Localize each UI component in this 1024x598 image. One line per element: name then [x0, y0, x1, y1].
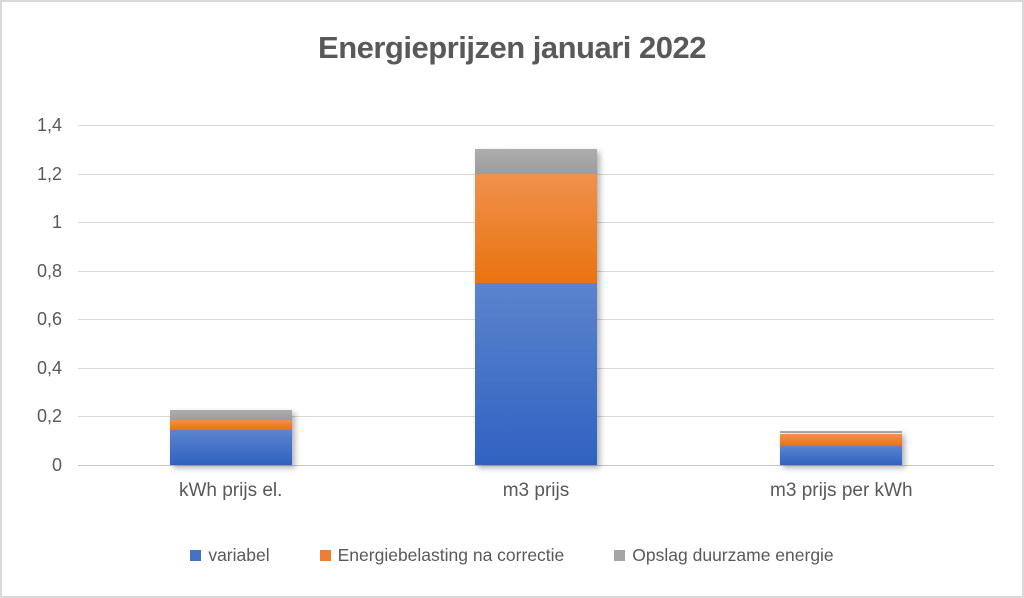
plot-area	[78, 125, 994, 466]
bar-segment-energiebelasting	[475, 173, 597, 283]
bar-stack	[475, 125, 597, 465]
legend-label: variabel	[208, 545, 270, 565]
y-tick-label: 0,6	[36, 309, 62, 330]
legend-item: variabel	[190, 545, 270, 566]
category-label: kWh prijs el.	[178, 480, 283, 501]
bar-segment-opslag	[475, 149, 597, 174]
y-tick-label: 1	[51, 212, 62, 233]
bar-segment-opslag	[780, 430, 903, 434]
bar-segment-energiebelasting	[780, 433, 903, 446]
category-label: m3 prijs	[502, 480, 570, 501]
y-tick-label: 0	[51, 455, 62, 475]
bar-segment-opslag	[169, 410, 292, 421]
legend-swatch-energiebelasting	[319, 550, 331, 561]
y-tick-label: 1,4	[36, 115, 62, 135]
chart-title: Energieprijzen januari 2022	[318, 30, 706, 65]
legend-swatch-opslag	[614, 550, 626, 561]
legend-label: Opslag duurzame energie	[632, 545, 834, 565]
bar-segment-variabel	[169, 429, 292, 465]
bar-stack	[780, 125, 903, 465]
y-tick-label: 1,2	[36, 163, 62, 184]
legend-item: Opslag duurzame energie	[614, 545, 834, 566]
legend-swatch-variabel	[190, 550, 202, 561]
bar-segment-energiebelasting	[169, 420, 292, 430]
legend-item: Energiebelasting na correctie	[319, 545, 565, 566]
y-tick-label: 0,2	[36, 406, 62, 427]
x-axis-line	[78, 465, 994, 466]
y-tick-label: 0,8	[36, 260, 62, 281]
y-tick-label: 0,4	[36, 357, 62, 378]
bar-segment-variabel	[780, 445, 903, 465]
legend-label: Energiebelasting na correctie	[337, 545, 565, 565]
category-label: m3 prijs per kWh	[770, 480, 913, 501]
bar-stack	[169, 125, 292, 465]
gridline	[78, 125, 994, 126]
legend: variabel Energiebelasting na correctie Ops…	[2, 545, 1022, 566]
bar-segment-variabel	[475, 282, 597, 465]
